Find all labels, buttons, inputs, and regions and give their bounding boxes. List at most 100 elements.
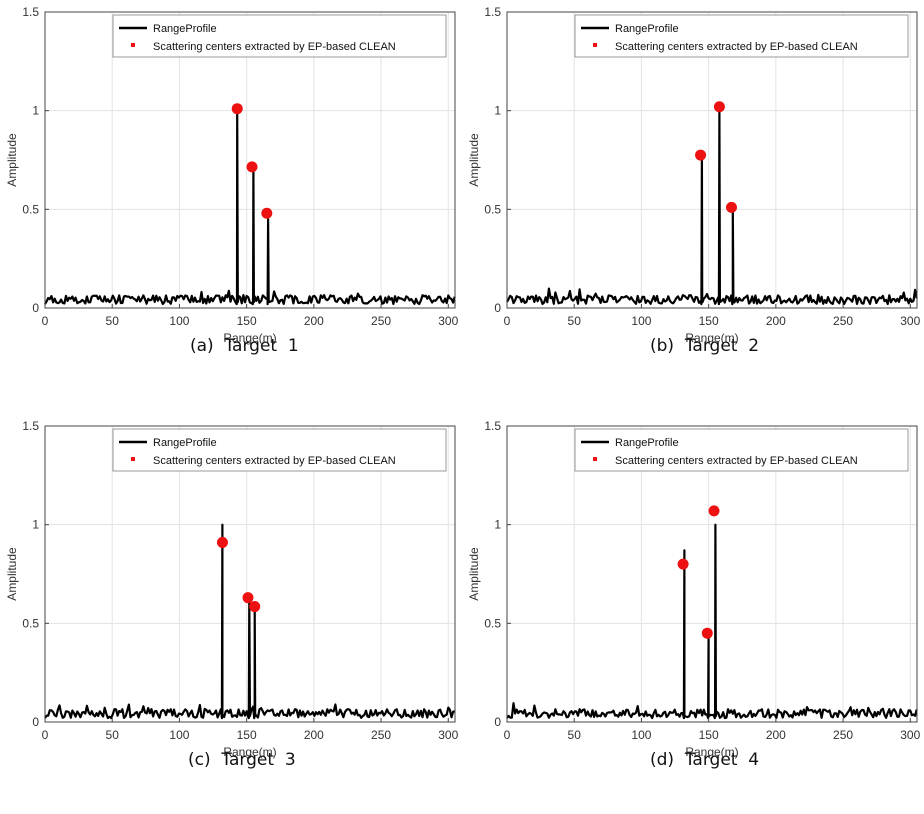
caption-target-4: (d) Target 4 (650, 750, 760, 770)
range-profile-line (506, 523, 918, 720)
chart-target-2: 0 50 100 150 200 250 300 0 0.5 1 1.5 Range(m) Amplit… (467, 5, 921, 345)
x-tick-label: 100 (169, 314, 189, 328)
x-tick-label: 250 (371, 314, 391, 328)
legend-marker-swatch (593, 457, 597, 461)
y-axis-label: Amplitude (467, 547, 481, 601)
y-tick-label: 1 (494, 518, 501, 532)
axes-box (44, 425, 456, 723)
x-tick-label: 150 (699, 314, 719, 328)
legend-label-scatter: Scattering centers extracted by EP-based… (615, 455, 858, 467)
scattering-center-point (713, 101, 725, 113)
scattering-center-point (231, 103, 243, 115)
legend-label-scatter: Scattering centers extracted by EP-based… (153, 455, 396, 467)
range-profile-line (506, 109, 918, 306)
caption-target-1: (a) Target 1 (190, 336, 299, 356)
x-tick-label: 0 (504, 314, 511, 328)
x-tick-label: 50 (568, 314, 582, 328)
x-tick-label: 250 (833, 314, 853, 328)
legend-label-profile: RangeProfile (153, 437, 217, 449)
x-tick-label: 100 (631, 728, 651, 742)
y-tick-label: 1.5 (22, 419, 39, 433)
legend-box (574, 428, 909, 472)
x-tick-label: 300 (438, 314, 458, 328)
x-tick-label: 150 (237, 314, 257, 328)
scattering-center-point (708, 505, 720, 517)
legend-label-scatter: Scattering centers extracted by EP-based… (153, 41, 396, 53)
x-tick-label: 100 (169, 728, 189, 742)
x-tick-label: 200 (766, 314, 786, 328)
panel-target-4: 0 50 100 150 200 250 300 0 0.5 1 1.5 Range(m) Amplit… (462, 414, 924, 814)
legend-marker-swatch (131, 457, 135, 461)
x-axis-label: Range(m) (223, 745, 276, 759)
scattering-center-point (701, 627, 713, 639)
x-tick-label: 200 (766, 728, 786, 742)
y-tick-label: 0 (32, 301, 39, 315)
chart-target-4: 0 50 100 150 200 250 300 0 0.5 1 1.5 Range(m) Amplit… (467, 419, 921, 759)
panel-target-3: 0 50 100 150 200 250 300 0 0.5 1 1.5 Range(m) Amplit… (0, 414, 462, 814)
legend-box (112, 14, 447, 58)
legend-label-scatter: Scattering centers extracted by EP-based… (615, 41, 858, 53)
y-tick-label: 0 (494, 301, 501, 315)
panel-target-1: 0 50 100 150 200 250 300 0 0.5 1 1.5 Range(m) Amplit… (0, 0, 462, 400)
caption-target-3: (c) Target 3 (188, 750, 296, 770)
y-tick-label: 1 (32, 518, 39, 532)
legend: RangeProfile Scattering centers extracted… (574, 428, 909, 472)
x-tick-label: 150 (699, 728, 719, 742)
scattering-center-point (246, 161, 258, 173)
caption-target-2: (b) Target 2 (650, 336, 760, 356)
x-tick-label: 200 (304, 728, 324, 742)
legend-label-profile: RangeProfile (615, 437, 679, 449)
y-tick-label: 0 (32, 715, 39, 729)
x-tick-label: 150 (237, 728, 257, 742)
x-tick-label: 100 (631, 314, 651, 328)
y-tick-label: 0.5 (484, 202, 501, 216)
x-tick-label: 0 (42, 314, 49, 328)
legend: RangeProfile Scattering centers extracted… (112, 428, 447, 472)
axes-box (506, 425, 918, 723)
legend: RangeProfile Scattering centers extracted… (112, 14, 447, 58)
legend: RangeProfile Scattering centers extracted… (574, 14, 909, 58)
scattering-center-point (249, 601, 261, 613)
legend-box (574, 14, 909, 58)
x-tick-label: 0 (504, 728, 511, 742)
scattering-center-point (261, 207, 273, 219)
scattering-center-point (725, 201, 737, 213)
range-profile-line (44, 523, 455, 720)
y-tick-label: 1 (494, 104, 501, 118)
y-tick-label: 1 (32, 104, 39, 118)
scattering-center-point (242, 592, 254, 604)
chart-target-3: 0 50 100 150 200 250 300 0 0.5 1 1.5 Range(m) Amplit… (5, 419, 459, 759)
x-tick-label: 0 (42, 728, 49, 742)
legend-label-profile: RangeProfile (153, 23, 217, 35)
x-tick-label: 250 (833, 728, 853, 742)
y-tick-label: 0.5 (22, 202, 39, 216)
axes-box (506, 11, 918, 309)
range-profile-line (44, 109, 456, 306)
x-axis-label: Range(m) (685, 745, 738, 759)
y-axis-label: Amplitude (467, 133, 481, 187)
x-tick-label: 200 (304, 314, 324, 328)
x-tick-label: 300 (900, 314, 920, 328)
x-tick-label: 300 (900, 728, 920, 742)
legend-box (112, 428, 447, 472)
scattering-center-point (695, 149, 707, 161)
y-axis-label: Amplitude (5, 547, 19, 601)
y-tick-label: 1.5 (484, 5, 501, 19)
legend-marker-swatch (131, 43, 135, 47)
y-axis-label: Amplitude (5, 133, 19, 187)
x-tick-label: 300 (438, 728, 458, 742)
x-tick-label: 250 (371, 728, 391, 742)
x-tick-label: 50 (106, 728, 120, 742)
y-tick-label: 1.5 (22, 5, 39, 19)
legend-marker-swatch (593, 43, 597, 47)
x-axis-label: Range(m) (685, 331, 738, 345)
x-tick-label: 50 (568, 728, 582, 742)
panel-target-2: 0 50 100 150 200 250 300 0 0.5 1 1.5 Range(m) Amplit… (462, 0, 924, 400)
y-tick-label: 0 (494, 715, 501, 729)
chart-target-1: 0 50 100 150 200 250 300 0 0.5 1 1.5 Range(m) Amplit… (5, 5, 459, 345)
legend-label-profile: RangeProfile (615, 23, 679, 35)
y-tick-label: 0.5 (484, 616, 501, 630)
scattering-center-point (216, 536, 228, 548)
y-tick-label: 1.5 (484, 419, 501, 433)
y-tick-label: 0.5 (22, 616, 39, 630)
